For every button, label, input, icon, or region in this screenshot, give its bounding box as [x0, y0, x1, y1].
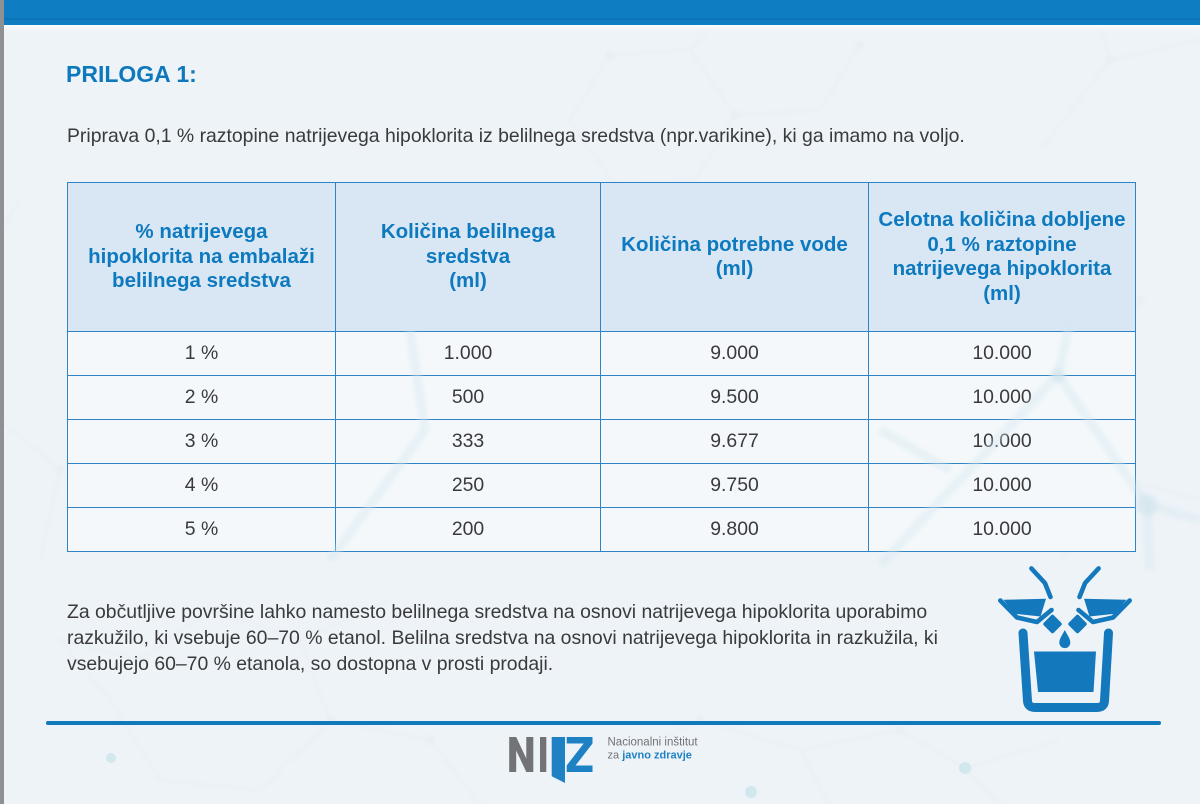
svg-text:Nacionalni inštitut: Nacionalni inštitut [608, 737, 699, 749]
svg-text:za javno zdravje: za javno zdravje [608, 750, 692, 762]
